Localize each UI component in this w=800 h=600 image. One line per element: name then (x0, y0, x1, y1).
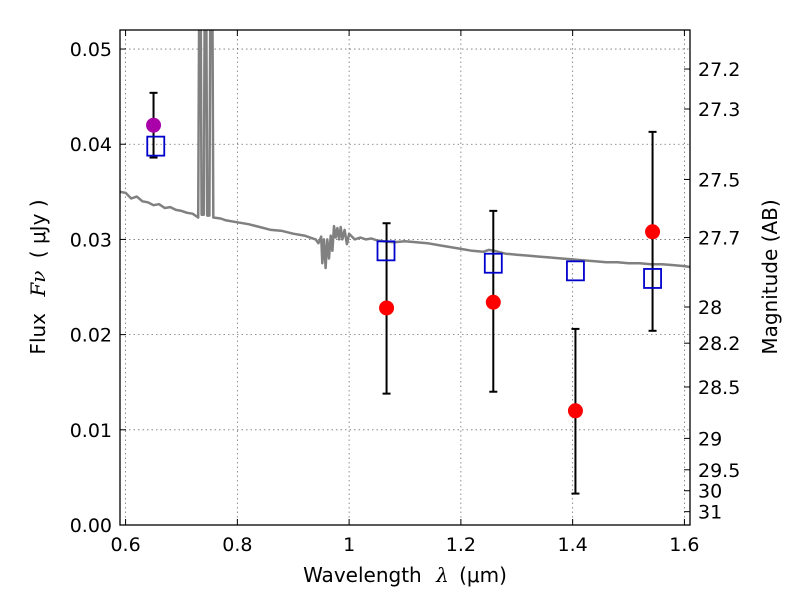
x-tick-label: 0.8 (222, 534, 252, 556)
observed-flux-point (567, 403, 583, 419)
model-photometry-square (566, 260, 585, 282)
x-axis-label: Wavelength λ (μm) (303, 563, 507, 587)
x-tick-label: 1.2 (446, 534, 476, 556)
y-tick-label: 0.05 (70, 39, 112, 61)
y2-tick-label: 29 (698, 428, 722, 450)
model-spectrum (120, 30, 690, 270)
x-tick-label: 1.4 (558, 534, 588, 556)
x-axis-label-symbol: λ (435, 563, 449, 587)
y2-axis-label: Magnitude (AB) (758, 199, 782, 354)
x-tick-label: 1 (343, 534, 355, 556)
y2-tick-label: 28.5 (698, 377, 740, 399)
model-photometry-square (146, 135, 166, 157)
model-photometry-square (483, 252, 503, 274)
grid-lines (120, 30, 690, 526)
x-axis-label-prefix: Wavelength (303, 563, 422, 587)
y-axis-label-unit: ( μJy ) (26, 199, 50, 258)
model-photometry-square (643, 268, 662, 289)
observed-special-point (146, 117, 162, 133)
axis-ticks (120, 30, 690, 526)
observed-flux-point (645, 224, 661, 240)
y-tick-label: 0.01 (70, 420, 112, 442)
observed-flux-point (379, 300, 395, 316)
y-tick-label: 0.03 (70, 229, 112, 251)
y2-tick-label: 27.2 (698, 59, 740, 81)
y2-tick-label: 30 (698, 481, 722, 503)
x-axis-label-unit: (μm) (459, 563, 507, 587)
observed-flux-point (485, 294, 501, 310)
model-spectrum-line (120, 30, 690, 270)
y-axis-label-prefix: Flux (26, 313, 50, 355)
y2-tick-label: 28.2 (698, 333, 740, 355)
y2-tick-label: 29.5 (698, 460, 740, 482)
y2-tick-label: 31 (698, 502, 722, 524)
plot-frame (119, 29, 691, 526)
y2-tick-label: 27.7 (698, 228, 740, 250)
x-tick-label: 0.6 (110, 534, 140, 556)
y-tick-label: 0.04 (70, 134, 112, 156)
plot-area (120, 30, 690, 525)
x-tick-label: 1.6 (669, 534, 699, 556)
y2-tick-label: 27.5 (698, 169, 740, 191)
data-markers (146, 117, 662, 419)
tick-labels: 0.6 0.8 1 1.2 1.4 1.6 0.00 0.01 0.02 0.03 0.04 0.05… (70, 39, 741, 556)
y-axis-label: Flux Fν ( μJy ) (26, 199, 50, 354)
y-axis-label-symbol: Fν (26, 271, 50, 298)
y-tick-label: 0.02 (70, 325, 112, 347)
model-photometry-square (376, 240, 396, 262)
y-tick-label: 0.00 (70, 515, 112, 537)
y2-tick-label: 28 (698, 297, 722, 319)
y2-tick-label: 27.3 (698, 99, 740, 121)
